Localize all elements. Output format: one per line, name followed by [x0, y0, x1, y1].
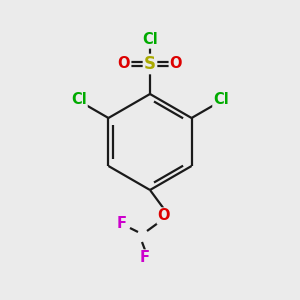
- Text: O: O: [158, 208, 170, 224]
- Text: O: O: [118, 56, 130, 71]
- Text: Cl: Cl: [213, 92, 229, 107]
- Text: O: O: [170, 56, 182, 71]
- Text: F: F: [140, 250, 150, 266]
- Text: F: F: [117, 217, 127, 232]
- Text: Cl: Cl: [71, 92, 87, 107]
- Text: Cl: Cl: [142, 32, 158, 47]
- Text: S: S: [144, 55, 156, 73]
